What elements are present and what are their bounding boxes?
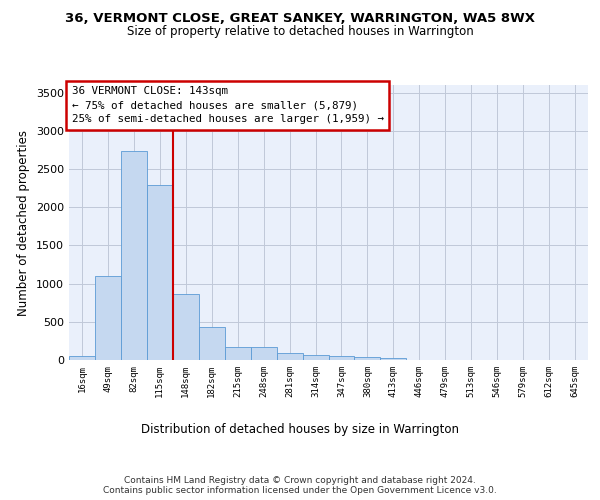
Bar: [225, 347, 251, 360]
Bar: [251, 348, 277, 360]
Text: Distribution of detached houses by size in Warrington: Distribution of detached houses by size …: [141, 422, 459, 436]
Bar: [173, 294, 199, 360]
Bar: [355, 358, 380, 360]
Bar: [69, 356, 95, 360]
Bar: [380, 358, 406, 360]
Bar: [121, 152, 147, 360]
Text: Contains HM Land Registry data © Crown copyright and database right 2024.
Contai: Contains HM Land Registry data © Crown c…: [103, 476, 497, 495]
Bar: [329, 356, 355, 360]
Text: Size of property relative to detached houses in Warrington: Size of property relative to detached ho…: [127, 25, 473, 38]
Bar: [199, 327, 224, 360]
Text: 36, VERMONT CLOSE, GREAT SANKEY, WARRINGTON, WA5 8WX: 36, VERMONT CLOSE, GREAT SANKEY, WARRING…: [65, 12, 535, 26]
Text: 36 VERMONT CLOSE: 143sqm
← 75% of detached houses are smaller (5,879)
25% of sem: 36 VERMONT CLOSE: 143sqm ← 75% of detach…: [71, 86, 383, 124]
Bar: [95, 276, 121, 360]
Bar: [147, 185, 173, 360]
Y-axis label: Number of detached properties: Number of detached properties: [17, 130, 31, 316]
Bar: [277, 353, 302, 360]
Bar: [302, 355, 329, 360]
